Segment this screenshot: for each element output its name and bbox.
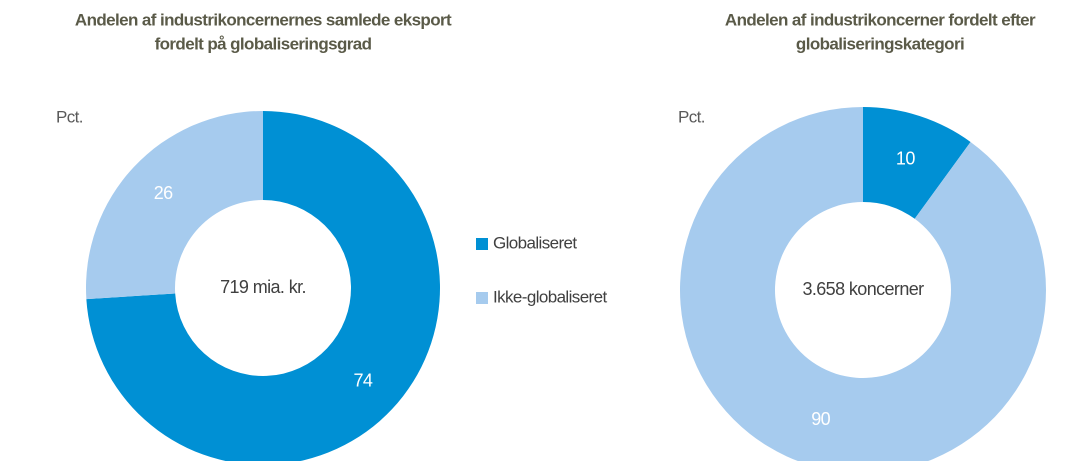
donut-segment (86, 111, 440, 461)
donut-segment (863, 107, 971, 219)
center-label: 719 mia. kr. (220, 277, 306, 297)
center-label: 3.658 koncerner (802, 279, 924, 299)
chart-title: Andelen af industrikoncernernes samlede … (75, 10, 452, 29)
unit-label: Pct. (56, 107, 83, 126)
legend-label: Ikke-globaliseret (493, 287, 607, 306)
unit-label: Pct. (678, 107, 705, 126)
chart-title: Andelen af industrikoncerner fordelt eft… (725, 10, 1036, 29)
legend-label: Globaliseret (493, 233, 577, 252)
data-label: 10 (896, 148, 915, 168)
donut-segment (680, 107, 1046, 461)
legend-swatch (476, 238, 488, 250)
chart-title: fordelt på globaliseringsgrad (155, 34, 372, 53)
data-label: 90 (811, 409, 830, 429)
data-label: 74 (353, 371, 372, 391)
chart-title: globaliseringskategori (796, 34, 964, 53)
legend-swatch (476, 292, 488, 304)
data-label: 26 (154, 183, 173, 203)
donut-segment (86, 111, 263, 300)
